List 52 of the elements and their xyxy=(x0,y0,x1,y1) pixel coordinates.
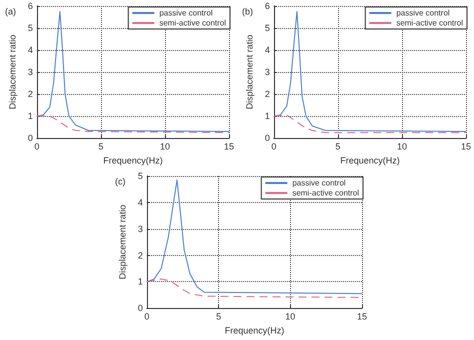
y-tick-label: 0 xyxy=(28,133,33,144)
x-tick-label: 10 xyxy=(396,142,407,152)
y-axis-title: Displacement ratio xyxy=(244,34,254,110)
y-tick-label: 4 xyxy=(138,197,143,208)
y-tick-label: 1 xyxy=(28,111,33,122)
line-series xyxy=(273,114,466,134)
y-tick-label: 5 xyxy=(138,171,143,181)
chart-title: (c) xyxy=(115,176,126,186)
y-tick-label: 0 xyxy=(264,133,270,144)
y-tick-label: 5 xyxy=(28,23,33,34)
x-tick-label: 0 xyxy=(271,142,276,152)
legend-label: passive control xyxy=(396,8,450,18)
y-tick-label: 1 xyxy=(264,111,270,122)
y-tick-label: 5 xyxy=(264,23,270,34)
y-tick-label: 1 xyxy=(138,276,143,287)
legend-label: passive control xyxy=(159,8,213,18)
legend-label: semi-active control xyxy=(292,188,360,198)
y-tick-label: 2 xyxy=(264,89,270,100)
x-tick-label: 15 xyxy=(460,142,471,152)
y-tick-label: 6 xyxy=(264,1,270,11)
y-tick-label: 2 xyxy=(138,250,143,260)
x-tick-label: 15 xyxy=(356,312,367,322)
y-tick-label: 2 xyxy=(28,89,33,100)
y-axis-title: Displacement ratio xyxy=(8,34,18,110)
x-axis-title: Frequency(Hz) xyxy=(103,156,163,166)
y-tick-label: 3 xyxy=(264,67,270,78)
x-axis-title: Frequency(Hz) xyxy=(340,156,400,166)
x-tick-label: 15 xyxy=(224,142,234,152)
chart-title: (b) xyxy=(242,6,253,16)
y-axis-title: Displacement ratio xyxy=(118,204,128,280)
line-series xyxy=(36,11,230,132)
legend-label: semi-active control xyxy=(159,18,226,28)
line-series xyxy=(146,179,362,294)
y-tick-label: 4 xyxy=(28,45,33,56)
x-tick-label: 0 xyxy=(144,312,150,322)
line-series xyxy=(273,11,466,132)
x-axis-title: Frequency(Hz) xyxy=(224,326,284,336)
legend-label: passive control xyxy=(292,178,346,188)
y-tick-label: 4 xyxy=(264,45,270,56)
x-tick-label: 10 xyxy=(160,142,170,152)
x-tick-label: 5 xyxy=(98,142,104,152)
x-tick-label: 5 xyxy=(335,142,340,152)
x-tick-label: 0 xyxy=(34,142,40,152)
y-tick-label: 3 xyxy=(138,224,143,234)
x-tick-label: 5 xyxy=(216,312,222,322)
chart-title: (a) xyxy=(5,6,16,16)
y-tick-label: 3 xyxy=(28,67,33,78)
y-tick-label: 6 xyxy=(28,1,33,11)
y-tick-label: 0 xyxy=(138,303,143,314)
legend-label: semi-active control xyxy=(396,18,464,28)
x-tick-label: 10 xyxy=(285,312,296,322)
line-series xyxy=(36,116,230,134)
